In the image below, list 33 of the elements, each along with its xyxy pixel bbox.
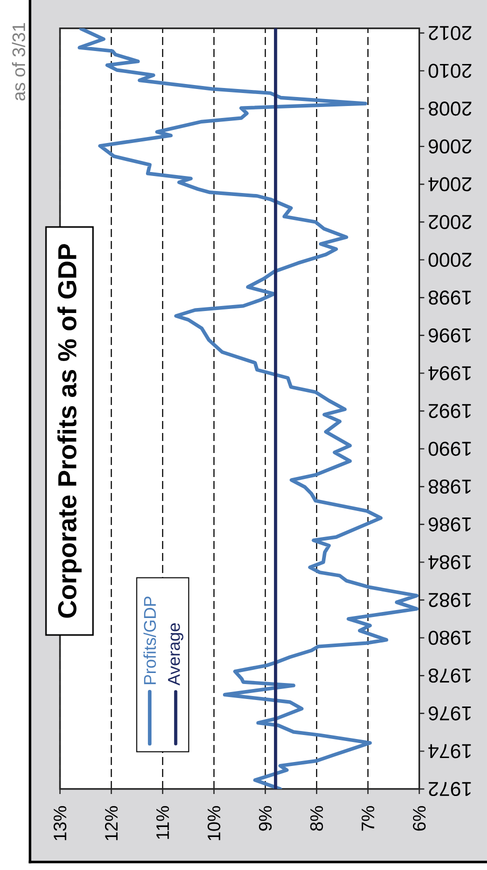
y-tick-label: 1986 [428,517,471,532]
y-tick-label: 2010 [428,64,472,78]
x-tick-label: 10% [208,806,220,840]
y-tick-label: 2008 [428,102,472,116]
y-tick-label: 2012 [428,26,472,40]
x-tick-label: 13% [54,806,66,840]
y-tick-label: 1996 [428,328,471,342]
y-tick-label: 1990 [428,442,471,456]
x-tick-label: 6% [412,806,426,831]
text: Profits/GDP [143,596,156,684]
y-tick-label: 1972 [428,782,471,796]
text: Corporate Profits as % of GDP [57,244,82,618]
y-tick-label: 2004 [428,177,472,192]
x-tick-label: 7% [362,806,374,831]
y-tick-label: 1994 [428,366,471,380]
y-tick-label: 1976 [428,706,471,720]
x-tick-label: 8% [310,806,323,831]
x-tick-label: 11% [156,806,169,839]
y-tick-label: 1984 [428,555,471,570]
y-tick-label: 1982 [428,592,471,608]
y-tick-label: 1980 [428,630,471,645]
y-tick-label: 1988 [428,480,471,494]
text: as of 3/31 [12,23,26,100]
y-tick-label: 1978 [428,668,471,683]
y-tick-label: 2002 [428,214,472,230]
y-tick-label: 2006 [428,139,472,154]
y-tick-label: 2000 [428,252,472,267]
x-tick-label: 9% [258,806,272,831]
y-tick-label: 1998 [428,290,471,305]
x-tick-label: 12% [104,806,118,840]
y-tick-label: 1992 [428,404,471,418]
y-tick-label: 1974 [428,744,471,758]
text: Average [168,623,184,686]
